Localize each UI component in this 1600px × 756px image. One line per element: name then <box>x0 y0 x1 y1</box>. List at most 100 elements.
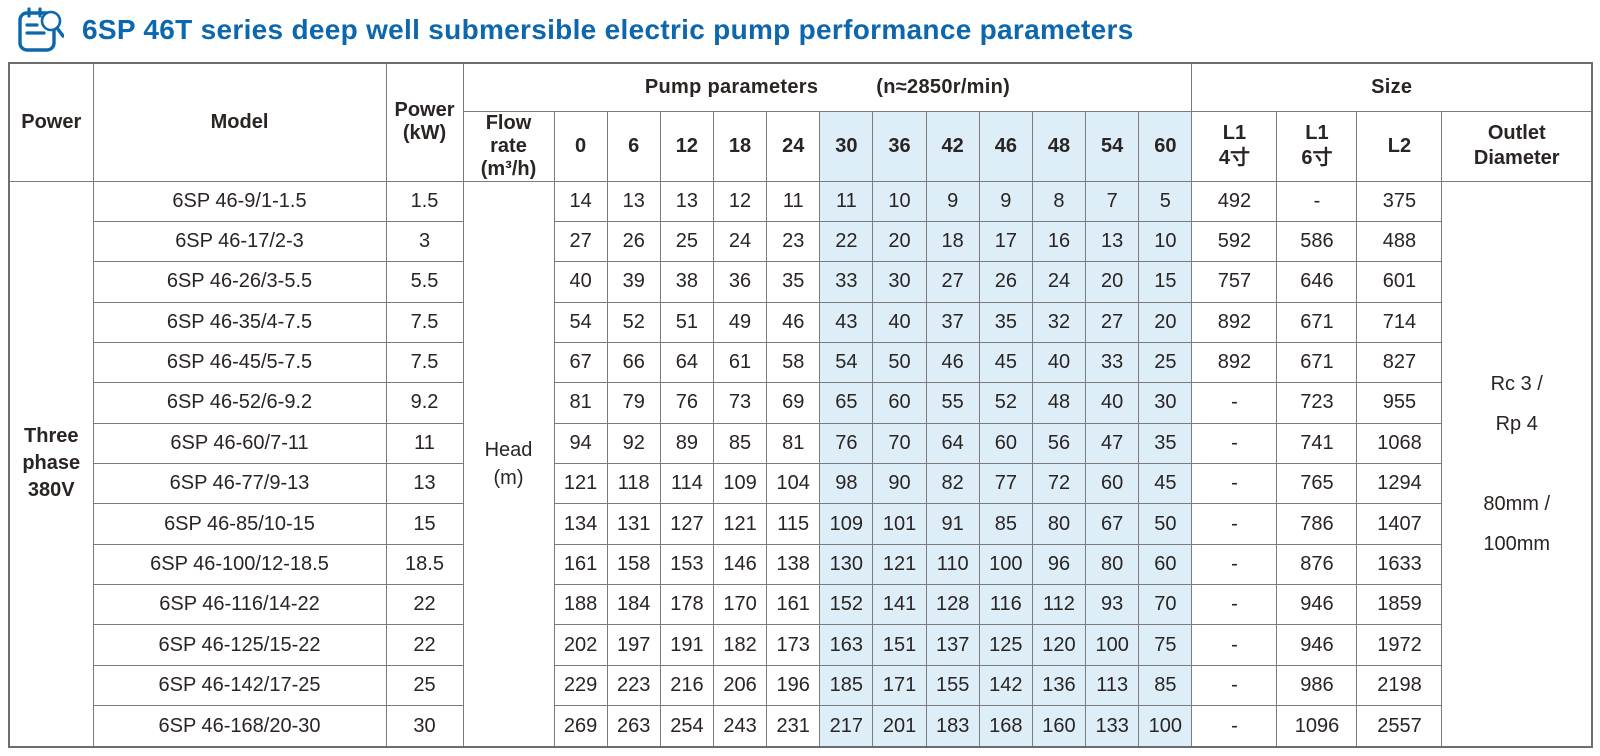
performance-table: Power Model Power (kW) Pump parameters (n… <box>8 62 1593 748</box>
head-value-cell: 9 <box>978 180 1033 222</box>
size-header: Size <box>1191 62 1593 112</box>
head-value-cell: 40 <box>1085 382 1140 424</box>
head-value-cell: 32 <box>1031 301 1087 343</box>
head-value-cell: 206 <box>712 664 768 707</box>
flow-value-header: 42 <box>925 110 980 182</box>
flow-value-header: 60 <box>1138 110 1193 182</box>
l1-6inch-cell: 646 <box>1276 261 1358 303</box>
col-header-l1-6inch: L1 6寸 <box>1276 110 1358 182</box>
flow-value-header: 12 <box>659 110 714 182</box>
l1-6inch-cell: 876 <box>1276 543 1358 586</box>
head-value-cell: 131 <box>606 503 661 545</box>
power-kw-cell: 18.5 <box>385 543 464 586</box>
power-kw-cell: 25 <box>385 664 464 707</box>
head-value-cell: 64 <box>659 341 714 384</box>
col-header-power: Power <box>8 62 94 182</box>
head-value-cell: 183 <box>925 705 980 748</box>
l2-cell: 1859 <box>1356 584 1443 626</box>
head-value-cell: 12 <box>712 180 768 222</box>
head-value-cell: 160 <box>1031 705 1087 748</box>
head-value-cell: 39 <box>606 261 661 303</box>
head-value-cell: 155 <box>925 664 980 707</box>
l1-6inch-cell: 765 <box>1276 463 1358 505</box>
head-value-cell: 136 <box>1031 664 1087 707</box>
flow-value-header: 0 <box>553 110 608 182</box>
l1-6inch-cell: 946 <box>1276 624 1358 666</box>
speed-label: (n≈2850r/min) <box>876 75 1011 98</box>
head-value-cell: 66 <box>606 341 661 384</box>
head-value-cell: 60 <box>978 422 1033 465</box>
head-value-cell: 151 <box>872 624 927 666</box>
head-value-cell: 85 <box>1138 664 1193 707</box>
head-value-cell: 93 <box>1085 584 1140 626</box>
head-value-cell: 90 <box>872 463 927 505</box>
head-value-cell: 35 <box>766 261 821 303</box>
head-value-cell: 94 <box>553 422 608 465</box>
head-value-cell: 40 <box>872 301 927 343</box>
model-cell: 6SP 46-60/7-11 <box>92 422 387 465</box>
head-value-cell: 196 <box>766 664 821 707</box>
power-kw-cell: 15 <box>385 503 464 545</box>
table-row: 6SP 46-45/5-7.5 7.5 67 66 64 61 58 54 50… <box>9 341 1592 384</box>
l1-4inch-cell: 492 <box>1191 180 1278 222</box>
head-value-cell: 75 <box>1138 624 1193 666</box>
head-value-cell: 85 <box>978 503 1033 545</box>
head-value-cell: 254 <box>659 705 714 748</box>
col-header-model: Model <box>92 62 387 182</box>
head-value-cell: 121 <box>712 503 768 545</box>
head-value-cell: 47 <box>1085 422 1140 465</box>
head-value-cell: 30 <box>872 261 927 303</box>
head-value-cell: 24 <box>712 220 768 263</box>
l1-6inch-cell: 741 <box>1276 422 1358 465</box>
table-row: 6SP 46-168/20-30 30 269 263 254 243 231 … <box>9 705 1592 748</box>
head-value-cell: 51 <box>659 301 714 343</box>
head-value-cell: 35 <box>1138 422 1193 465</box>
table-row: 6SP 46-116/14-22 22 188 184 178 170 161 … <box>9 584 1592 626</box>
head-value-cell: 48 <box>1031 382 1087 424</box>
head-value-cell: 11 <box>819 180 874 222</box>
head-value-cell: 163 <box>819 624 874 666</box>
flow-value-header: 48 <box>1031 110 1087 182</box>
flow-value-header: 6 <box>606 110 661 182</box>
l2-cell: 375 <box>1356 180 1443 222</box>
pump-parameters-header: Pump parameters (n≈2850r/min) <box>462 62 1193 112</box>
head-value-cell: 52 <box>978 382 1033 424</box>
l1-4inch-cell: - <box>1191 624 1278 666</box>
power-kw-cell: 7.5 <box>385 341 464 384</box>
head-value-cell: 191 <box>659 624 714 666</box>
head-value-cell: 231 <box>766 705 821 748</box>
l1-4inch-cell: - <box>1191 543 1278 586</box>
model-cell: 6SP 46-9/1-1.5 <box>92 180 387 222</box>
head-value-cell: 188 <box>553 584 608 626</box>
l2-cell: 1294 <box>1356 463 1443 505</box>
head-value-cell: 13 <box>1085 220 1140 263</box>
head-value-cell: 80 <box>1085 543 1140 586</box>
l1-4inch-cell: - <box>1191 664 1278 707</box>
power-kw-cell: 22 <box>385 584 464 626</box>
model-cell: 6SP 46-100/12-18.5 <box>92 543 387 586</box>
l1-6inch-cell: 586 <box>1276 220 1358 263</box>
l1-6inch-cell: 946 <box>1276 584 1358 626</box>
flow-value-header: 54 <box>1085 110 1140 182</box>
model-cell: 6SP 46-17/2-3 <box>92 220 387 263</box>
head-value-cell: 91 <box>925 503 980 545</box>
outlet-diameter-cell: Rc 3 / Rp 4 80mm / 100mm <box>1441 180 1593 748</box>
head-value-cell: 182 <box>712 624 768 666</box>
power-phase-cell: Three phase 380V <box>8 180 94 748</box>
model-cell: 6SP 46-116/14-22 <box>92 584 387 626</box>
head-value-cell: 146 <box>712 543 768 586</box>
title-bar: 6SP 46T series deep well submersible ele… <box>16 3 1134 57</box>
l2-cell: 2557 <box>1356 705 1443 748</box>
l1-4inch-cell: - <box>1191 382 1278 424</box>
l1-6inch-cell: 671 <box>1276 301 1358 343</box>
head-value-cell: 137 <box>925 624 980 666</box>
head-value-cell: 128 <box>925 584 980 626</box>
head-unit-cell: Head (m) <box>462 180 555 748</box>
head-value-cell: 50 <box>872 341 927 384</box>
model-cell: 6SP 46-125/15-22 <box>92 624 387 666</box>
l1-4inch-cell: - <box>1191 705 1278 748</box>
col-header-power-kw: Power (kW) <box>385 62 464 182</box>
head-value-cell: 30 <box>1138 382 1193 424</box>
head-value-cell: 130 <box>819 543 874 586</box>
